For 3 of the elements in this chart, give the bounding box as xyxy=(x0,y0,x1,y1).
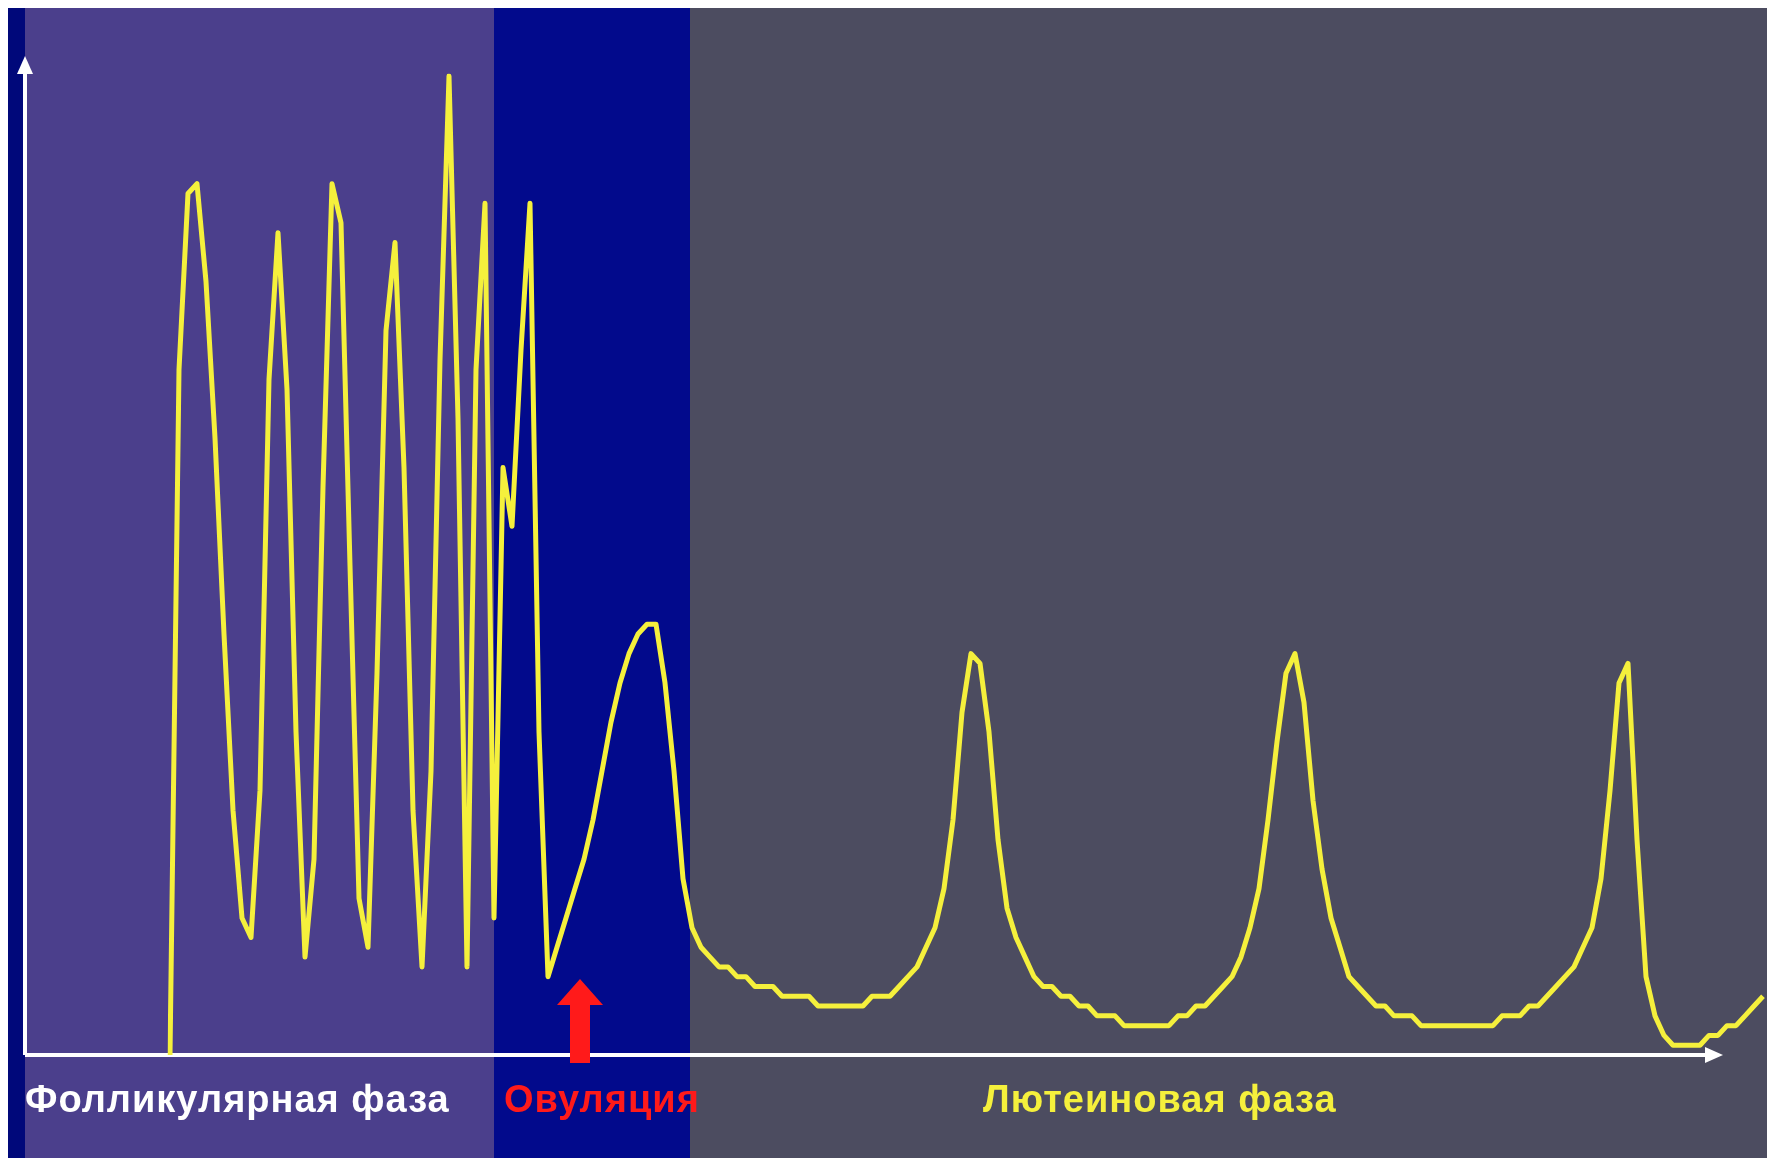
text: Фолликулярная фаза xyxy=(25,1078,450,1121)
text: Овуляция xyxy=(504,1078,700,1121)
text: Лютеиновая фаза xyxy=(983,1078,1337,1121)
